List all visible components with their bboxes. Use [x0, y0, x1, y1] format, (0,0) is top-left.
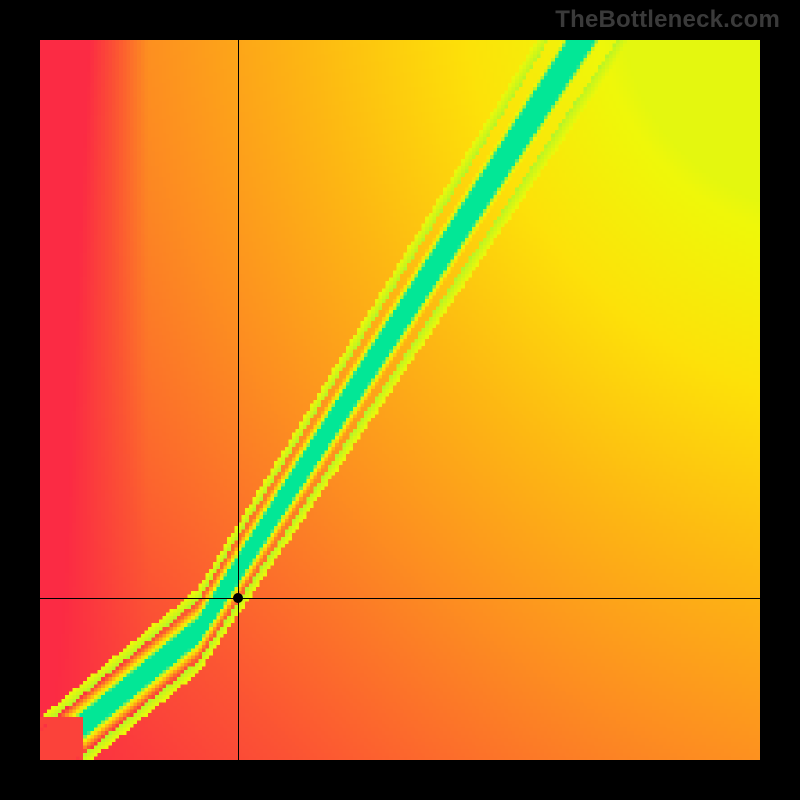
crosshair-marker	[233, 593, 243, 603]
heatmap-plot	[40, 40, 760, 760]
heatmap-canvas	[40, 40, 760, 760]
crosshair-vertical	[238, 40, 239, 760]
watermark-text: TheBottleneck.com	[555, 6, 780, 34]
crosshair-horizontal	[40, 598, 760, 599]
